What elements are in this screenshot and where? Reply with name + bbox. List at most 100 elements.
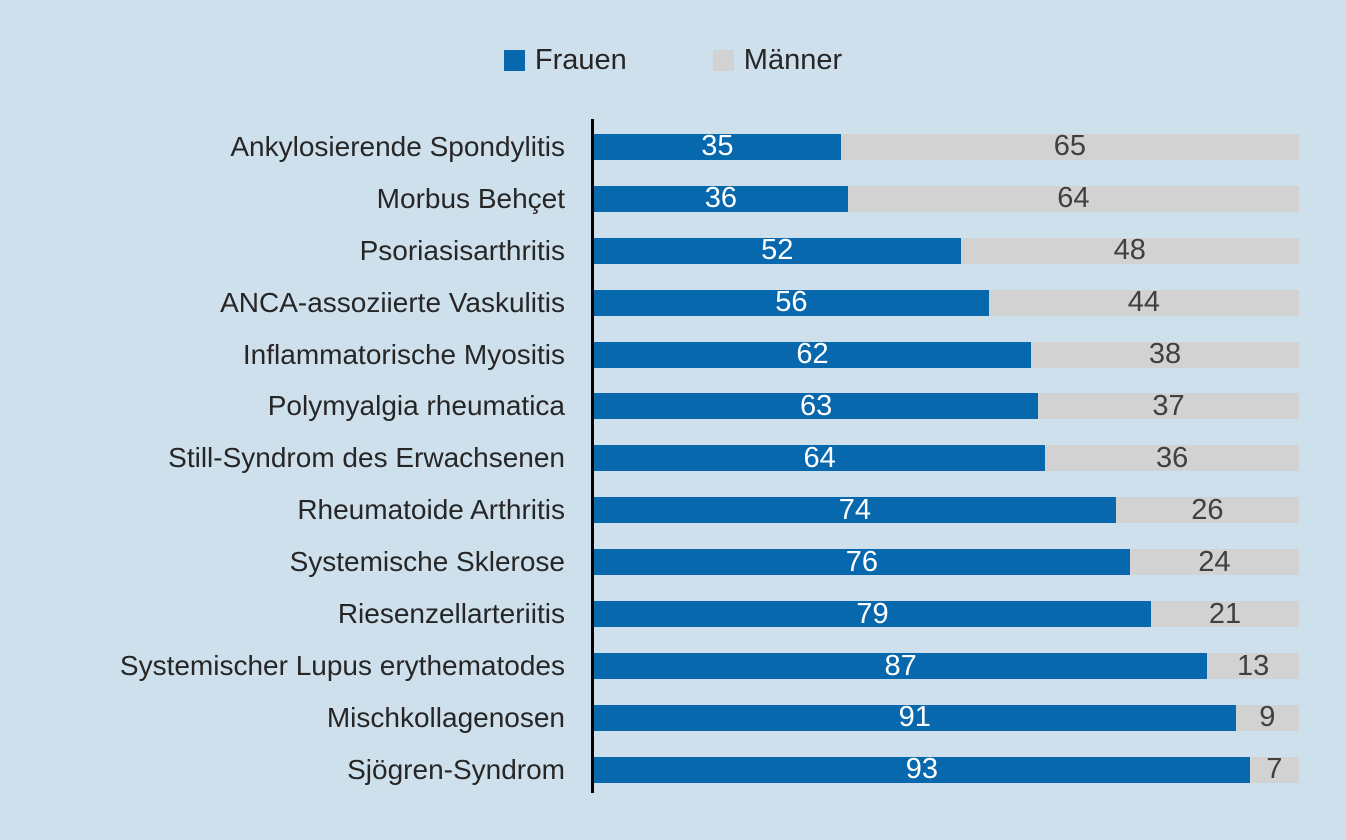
maenner-value-label: 21	[1208, 597, 1242, 630]
frauen-value-label: 36	[704, 182, 738, 215]
chart-row: ANCA-assoziierte Vaskulitis 56 44	[0, 277, 1346, 329]
category-label: Systemischer Lupus erythematodes	[119, 650, 565, 682]
frauen-value-label: 64	[803, 441, 836, 474]
maenner-value-label: 7	[1266, 753, 1283, 786]
maenner-bar-segment: 38	[1031, 338, 1299, 371]
frauen-value-label: 35	[701, 130, 734, 163]
chart-row: Riesenzellarteriitis 79 21	[0, 588, 1346, 640]
frauen-bar-segment: 63	[594, 389, 1039, 422]
maenner-value-label: 9	[1259, 701, 1276, 734]
maenner-bar-segment: 37	[1038, 389, 1299, 422]
frauen-bar-segment: 87	[594, 649, 1208, 682]
frauen-value-label: 52	[761, 234, 794, 267]
bar-track: 64 36	[594, 441, 1299, 474]
frauen-value-label: 93	[905, 753, 938, 786]
category-label: Morbus Behçet	[376, 182, 565, 214]
frauen-bar-segment: 56	[594, 286, 989, 319]
bar-track: 74 26	[594, 493, 1299, 526]
category-label: Rheumatoide Arthritis	[297, 494, 565, 526]
plot-area: Ankylosierende Spondylitis 35 65 Morbus …	[0, 121, 1346, 796]
chart-row: Inflammatorische Myositis 62 38	[0, 329, 1346, 381]
bar-track: 91 9	[594, 701, 1299, 734]
maenner-value-label: 44	[1127, 286, 1161, 319]
maenner-value-label: 26	[1191, 493, 1224, 526]
maenner-value-label: 24	[1198, 545, 1231, 578]
maenner-bar-segment: 64	[847, 182, 1299, 215]
maenner-bar-segment: 44	[988, 286, 1299, 319]
chart-row: Rheumatoide Arthritis 74 26	[0, 484, 1346, 536]
chart-row: Psoriasisarthritis 52 48	[0, 225, 1346, 277]
maenner-bar-segment: 21	[1150, 597, 1299, 630]
maenner-bar-segment: 7	[1249, 753, 1299, 786]
frauen-bar-segment: 64	[594, 441, 1046, 474]
frauen-bar-segment: 62	[594, 338, 1032, 371]
legend: Frauen Männer	[0, 46, 1346, 75]
frauen-value-label: 76	[845, 545, 879, 578]
legend-label-frauen: Frauen	[534, 44, 627, 76]
frauen-value-label: 79	[856, 597, 889, 630]
category-label: Ankylosierende Spondylitis	[230, 130, 565, 162]
category-label: Still-Syndrom des Erwachsenen	[168, 442, 565, 474]
bar-track: 35 65	[594, 130, 1299, 163]
category-label: ANCA-assoziierte Vaskulitis	[220, 286, 565, 318]
frauen-bar-segment: 35	[594, 130, 841, 163]
maenner-legend-swatch-icon	[712, 50, 734, 71]
maenner-bar-segment: 13	[1207, 649, 1299, 682]
bar-track: 76 24	[594, 545, 1299, 578]
maenner-value-label: 64	[1057, 182, 1090, 215]
frauen-bar-segment: 76	[594, 545, 1130, 578]
maenner-value-label: 48	[1113, 234, 1146, 267]
category-label: Riesenzellarteriitis	[337, 598, 565, 630]
bar-track: 36 64	[594, 182, 1299, 215]
bar-track: 63 37	[594, 389, 1299, 422]
frauen-bar-segment: 52	[594, 234, 961, 267]
frauen-bar-segment: 91	[594, 701, 1236, 734]
chart-row: Morbus Behçet 36 64	[0, 173, 1346, 225]
legend-item-maenner: Männer	[712, 44, 843, 76]
maenner-value-label: 37	[1152, 389, 1185, 422]
maenner-bar-segment: 24	[1129, 545, 1299, 578]
category-label: Psoriasisarthritis	[359, 234, 565, 266]
frauen-value-label: 74	[838, 493, 871, 526]
frauen-value-label: 87	[884, 649, 917, 682]
category-label: Systemische Sklerose	[289, 546, 565, 578]
y-axis-line	[591, 119, 594, 793]
legend-label-maenner: Männer	[743, 44, 843, 76]
maenner-value-label: 65	[1053, 130, 1086, 163]
bar-track: 62 38	[594, 338, 1299, 371]
bar-track: 87 13	[594, 649, 1299, 682]
chart-row: Systemische Sklerose 76 24	[0, 536, 1346, 588]
frauen-bar-segment: 93	[594, 753, 1250, 786]
category-label: Mischkollagenosen	[326, 701, 565, 733]
frauen-bar-segment: 74	[594, 493, 1116, 526]
chart-row: Still-Syndrom des Erwachsenen 64 36	[0, 432, 1346, 484]
bar-track: 56 44	[594, 286, 1299, 319]
category-label: Inflammatorische Myositis	[242, 338, 565, 370]
frauen-value-label: 63	[799, 389, 833, 422]
category-label: Sjögren-Syndrom	[347, 753, 565, 785]
maenner-bar-segment: 36	[1045, 441, 1299, 474]
maenner-bar-segment: 48	[960, 234, 1299, 267]
frauen-bar-segment: 79	[594, 597, 1151, 630]
chart-row: Polymyalgia rheumatica 63 37	[0, 381, 1346, 433]
frauen-value-label: 62	[796, 338, 829, 371]
maenner-value-label: 36	[1155, 441, 1189, 474]
maenner-value-label: 38	[1148, 338, 1182, 371]
bar-track: 79 21	[594, 597, 1299, 630]
frauen-value-label: 56	[775, 286, 808, 319]
bar-track: 93 7	[594, 753, 1299, 786]
frauen-bar-segment: 36	[594, 182, 848, 215]
frauen-value-label: 91	[898, 701, 931, 734]
legend-item-frauen: Frauen	[503, 44, 627, 76]
bar-track: 52 48	[594, 234, 1299, 267]
frauen-legend-swatch-icon	[503, 50, 525, 71]
maenner-bar-segment: 65	[840, 130, 1299, 163]
maenner-bar-segment: 26	[1115, 493, 1299, 526]
chart-row: Mischkollagenosen 91 9	[0, 692, 1346, 744]
maenner-bar-segment: 9	[1235, 701, 1299, 734]
category-label: Polymyalgia rheumatica	[267, 390, 565, 422]
chart-row: Sjögren-Syndrom 93 7	[0, 744, 1346, 796]
chart-row: Systemischer Lupus erythematodes 87 13	[0, 640, 1346, 692]
maenner-value-label: 13	[1237, 649, 1270, 682]
